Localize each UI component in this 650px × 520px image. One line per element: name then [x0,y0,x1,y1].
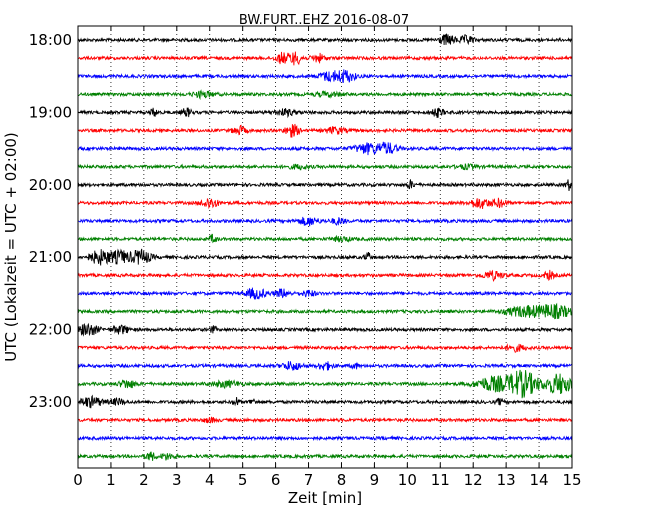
trace-2115 [77,269,573,283]
x-tick-label: 3 [172,471,182,489]
x-axis-label: Zeit [min] [288,489,362,507]
trace-2345 [77,451,573,461]
trace-2315 [77,416,573,424]
x-tick-label: 8 [337,471,347,489]
y-tick-label: 20:00 [29,176,72,194]
y-tick-label: 22:00 [29,321,72,339]
vertical-grid [110,26,540,468]
y-tick-label: 19:00 [29,103,72,121]
trace-2300 [77,394,573,409]
trace-1845 [77,89,573,101]
trace-2330 [77,434,573,442]
y-tick-label: 21:00 [29,248,72,266]
seismic-traces [77,33,573,461]
x-tick-label: 0 [73,471,83,489]
y-axis-label: UTC (Lokalzeit = UTC + 02:00) [2,132,20,362]
trace-2215 [77,343,573,353]
trace-1815 [77,51,573,66]
x-axis-ticks: 0 1 2 3 4 5 6 7 8 9 10 11 12 13 14 15 [73,26,582,489]
trace-1945 [77,163,573,171]
trace-2030 [77,216,573,227]
trace-2245 [77,369,573,399]
y-tick-label: 18:00 [29,31,72,49]
trace-1830 [77,69,573,83]
x-tick-label: 2 [139,471,149,489]
x-tick-label: 1 [106,471,116,489]
plot-frame [77,25,573,469]
trace-1915 [77,123,573,138]
x-tick-label: 11 [431,471,450,489]
x-tick-label: 6 [271,471,281,489]
trace-2015 [77,197,573,210]
x-tick-label: 12 [464,471,483,489]
trace-2230 [77,361,573,371]
x-tick-label: 4 [205,471,215,489]
trace-2000 [77,179,573,192]
y-tick-label: 23:00 [29,393,72,411]
trace-1930 [77,141,573,156]
x-tick-label: 10 [398,471,417,489]
y-axis-ticks: 18:00 19:00 20:00 21:00 22:00 23:00 [29,31,572,411]
trace-2145 [77,302,573,320]
trace-2045 [77,233,573,244]
x-tick-label: 14 [530,471,549,489]
x-tick-label: 13 [497,471,516,489]
trace-1800 [77,33,573,46]
trace-2200 [77,322,573,337]
x-tick-label: 15 [562,471,581,489]
trace-2100 [77,248,573,266]
chart-title: BW.FURT..EHZ 2016-08-07 [239,13,409,28]
x-tick-label: 9 [370,471,380,489]
x-tick-label: 5 [238,471,248,489]
x-tick-label: 7 [304,471,314,489]
trace-1900 [77,107,573,119]
trace-2130 [77,287,573,301]
